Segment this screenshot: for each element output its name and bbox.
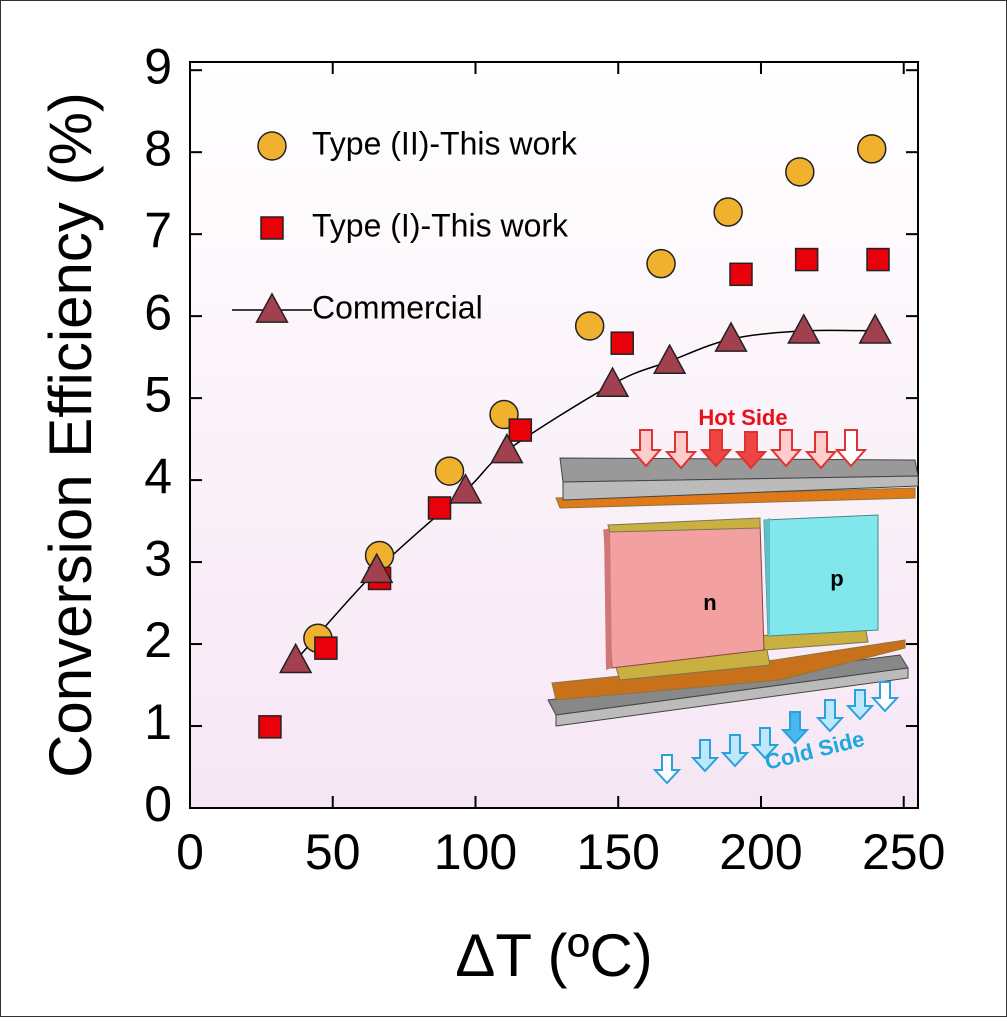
y-tick-label: 9 [144, 38, 172, 94]
chart: Conversion Efficiency (%) ΔT (ºC) 0 1 2 3 4 5… [0, 0, 1007, 1017]
marker [796, 249, 818, 271]
y-tick-label: 0 [144, 776, 172, 832]
legend-marker [261, 217, 283, 239]
x-tick-label: 50 [305, 824, 361, 880]
marker [576, 312, 604, 340]
x-axis-label: ΔT (ºC) [455, 922, 653, 989]
y-tick-label: 6 [144, 284, 172, 340]
annotation: Hot Side [698, 405, 787, 430]
y-tick-label: 2 [144, 612, 172, 668]
legend-marker [258, 132, 286, 160]
marker [858, 135, 886, 163]
annotation: n [703, 590, 716, 615]
x-tick-label: 150 [577, 824, 660, 880]
x-tick-label: 100 [434, 824, 517, 880]
y-tick-label: 1 [144, 694, 172, 750]
legend-label: Type (I)-This work [312, 207, 569, 243]
y-tick-label: 7 [144, 202, 172, 258]
marker [259, 716, 281, 738]
y-tick-label: 5 [144, 366, 172, 422]
legend-label: Type (II)-This work [312, 125, 578, 161]
marker [509, 419, 531, 441]
legend-label: Commercial [312, 289, 483, 325]
marker [315, 637, 337, 659]
annotation: p [830, 566, 843, 591]
marker [730, 263, 752, 285]
y-axis-label: Conversion Efficiency (%) [37, 92, 104, 778]
y-tick-label: 4 [144, 448, 172, 504]
marker [429, 497, 451, 519]
marker [714, 198, 742, 226]
marker [436, 457, 464, 485]
x-tick-label: 0 [176, 824, 204, 880]
marker [611, 332, 633, 354]
marker [867, 249, 889, 271]
marker [647, 250, 675, 278]
x-tick-label: 200 [719, 824, 802, 880]
y-tick-label: 3 [144, 530, 172, 586]
marker [786, 158, 814, 186]
x-tick-label: 250 [862, 824, 945, 880]
y-tick-label: 8 [144, 120, 172, 176]
